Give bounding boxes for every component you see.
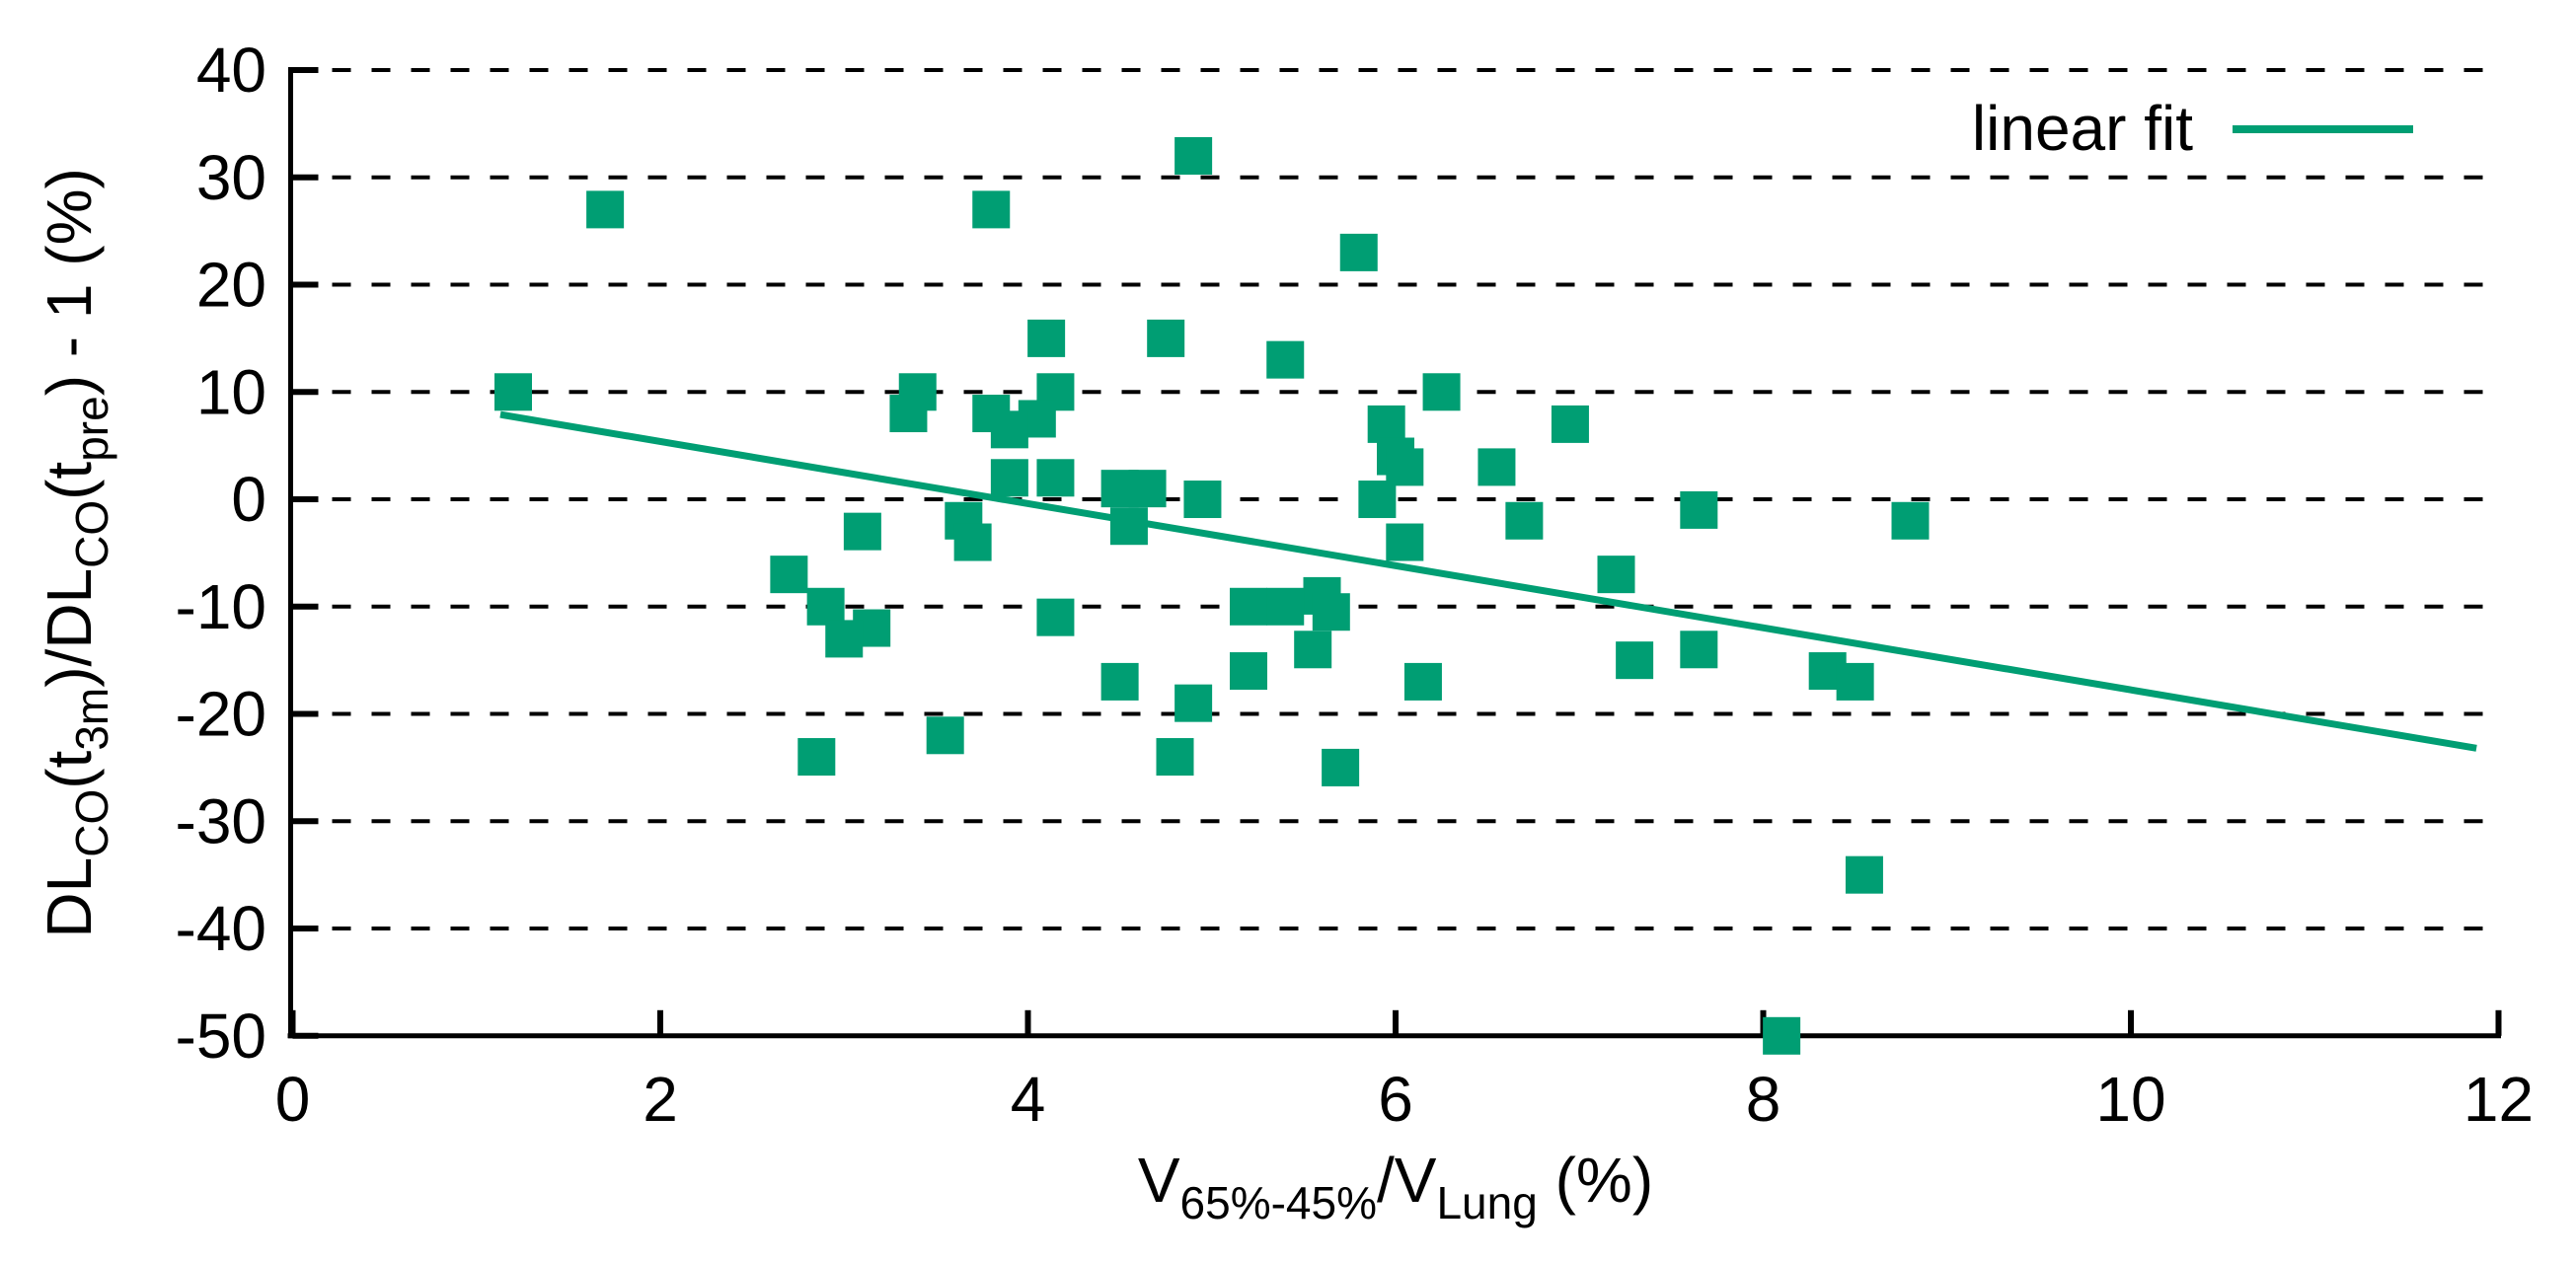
y-tick-label--40: -40 <box>176 893 267 964</box>
data-point-marker <box>1266 587 1305 626</box>
data-point-marker <box>1763 1016 1801 1055</box>
data-point-marker <box>1183 481 1222 519</box>
y-tick-label-40: 40 <box>196 35 266 106</box>
data-point-marker <box>1174 684 1213 722</box>
data-point-marker <box>1386 448 1424 486</box>
data-point-marker <box>1174 137 1213 176</box>
x-tick-label-6: 6 <box>1378 1064 1413 1135</box>
data-point-marker <box>1294 631 1332 669</box>
x-tick-label-12: 12 <box>2463 1064 2534 1135</box>
y-tick-label--10: -10 <box>176 571 267 642</box>
data-point-marker <box>586 190 625 229</box>
data-point-marker <box>889 395 928 433</box>
data-point-marker <box>1339 233 1378 271</box>
x-tick-label-10: 10 <box>2095 1064 2165 1135</box>
x-axis-title: V65%-45%/VLung (%) <box>1138 1145 1653 1228</box>
x-tick-label-0: 0 <box>275 1064 311 1135</box>
data-point-marker <box>1597 556 1635 594</box>
data-point-marker <box>494 373 532 411</box>
data-point-marker <box>1230 587 1267 626</box>
y-tick-label--30: -30 <box>176 785 267 856</box>
data-point-marker <box>1680 631 1718 669</box>
x-tick-label-8: 8 <box>1746 1064 1781 1135</box>
data-point-marker <box>843 512 881 551</box>
data-point-marker <box>990 459 1028 497</box>
data-point-marker <box>825 620 864 658</box>
data-point-marker <box>797 738 836 777</box>
y-tick-label--20: -20 <box>176 679 267 750</box>
x-tick-label-2: 2 <box>643 1064 678 1135</box>
y-axis-title: DLCO(t3m)/DLCO(tpre) - 1 (%) <box>34 168 117 937</box>
data-point-marker <box>1505 501 1544 540</box>
data-point-marker <box>1312 593 1350 631</box>
data-point-marker <box>1551 405 1589 443</box>
data-point-marker <box>1680 490 1718 529</box>
data-point-marker <box>1230 652 1267 691</box>
fit-line <box>499 410 2477 752</box>
data-point-marker <box>1836 662 1874 701</box>
y-tick-label-30: 30 <box>196 142 266 213</box>
x-tick-label-4: 4 <box>1011 1064 1046 1135</box>
y-tick-label--50: -50 <box>176 1001 267 1072</box>
data-point-marker <box>1403 662 1442 701</box>
data-point-marker <box>1322 748 1360 786</box>
y-tick-label-0: 0 <box>231 464 266 535</box>
data-point-marker <box>1616 641 1654 680</box>
data-point-marker <box>1036 459 1075 497</box>
data-point-marker <box>1156 738 1194 777</box>
data-point-marker <box>1027 319 1066 357</box>
data-point-marker <box>1891 501 1930 540</box>
data-point-marker <box>972 190 1011 229</box>
data-point-marker <box>806 587 845 626</box>
y-tick-label-20: 20 <box>196 250 266 321</box>
data-point-marker <box>1100 662 1139 701</box>
data-point-marker <box>1422 373 1461 411</box>
data-point-marker <box>1128 470 1167 508</box>
data-point-marker <box>1358 481 1397 519</box>
data-point-marker <box>1147 319 1185 357</box>
data-point-marker <box>1367 405 1405 443</box>
data-point-marker <box>953 523 992 561</box>
y-tick-label-10: 10 <box>196 356 266 427</box>
data-point-marker <box>1477 448 1516 486</box>
data-point-marker <box>770 556 808 594</box>
legend-label: linear fit <box>1972 93 2193 164</box>
data-point-marker <box>1036 598 1075 636</box>
data-point-marker <box>1386 523 1424 561</box>
data-point-marker <box>926 716 964 755</box>
data-point-marker <box>1845 855 1883 894</box>
data-point-marker <box>1266 340 1305 379</box>
data-point-marker <box>1109 507 1148 546</box>
data-point-marker <box>990 410 1028 449</box>
